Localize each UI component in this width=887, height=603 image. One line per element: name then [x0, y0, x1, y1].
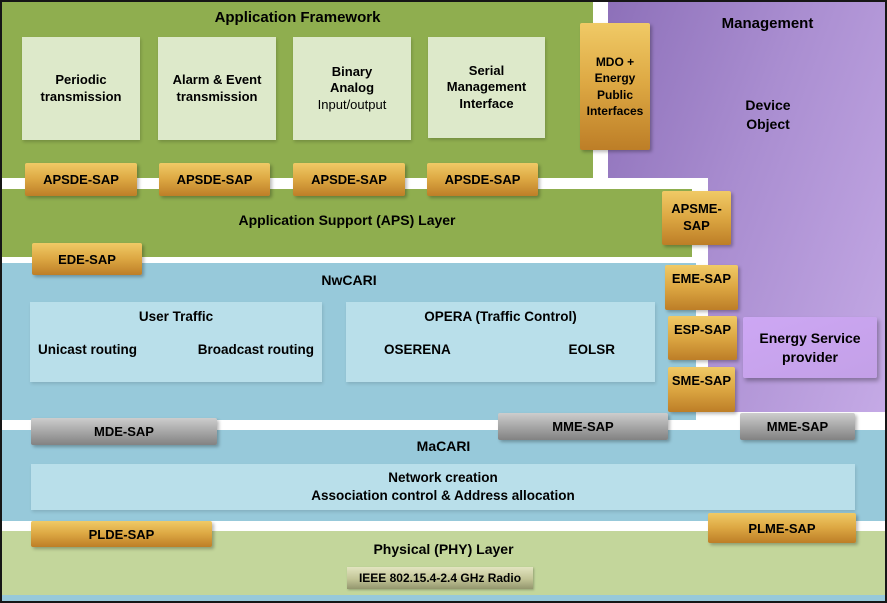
- management-title: Management: [721, 15, 814, 32]
- module-binary-analog-io: Binary Analog Input/output: [293, 37, 411, 140]
- user-traffic-box: User Traffic Unicast routing Broadcast r…: [30, 302, 322, 382]
- mde-sap-box: MDE-SAP: [31, 418, 217, 445]
- plde-sap-box: PLDE-SAP: [31, 521, 212, 547]
- device-object-label: Device Object: [745, 97, 791, 132]
- mdo-energy-public-interfaces-box: MDO + Energy Public Interfaces: [580, 23, 650, 150]
- broadcast-routing-label: Broadcast routing: [197, 342, 314, 357]
- macari-title: MaCARI: [416, 438, 471, 454]
- opera-title: OPERA (Traffic Control): [424, 309, 577, 324]
- user-traffic-title: User Traffic: [138, 309, 214, 324]
- module-binary-analog-label: Binary Analog: [329, 64, 375, 96]
- energy-service-provider-box: Energy Service provider: [743, 317, 877, 378]
- network-creation-box: Network creation Association control & A…: [31, 464, 855, 510]
- apsde-sap-box-3: APSDE-SAP: [293, 163, 405, 196]
- module-serial-management-interface: Serial Management Interface: [428, 37, 545, 138]
- opera-items: OSERENA EOLSR: [384, 342, 615, 357]
- plme-sap-box: PLME-SAP: [708, 513, 856, 543]
- apsde-sap-box-2: APSDE-SAP: [159, 163, 270, 196]
- oserena-label: OSERENA: [384, 342, 451, 357]
- user-traffic-items: Unicast routing Broadcast routing: [38, 342, 314, 357]
- application-framework-title: Application Framework: [214, 9, 381, 26]
- ede-sap-box: EDE-SAP: [32, 243, 142, 275]
- opera-box: OPERA (Traffic Control) OSERENA EOLSR: [346, 302, 655, 382]
- eolsr-label: EOLSR: [568, 342, 615, 357]
- module-alarm-event-transmission: Alarm & Event transmission: [158, 37, 276, 140]
- phy-layer-title: Physical (PHY) Layer: [373, 541, 514, 557]
- mme-sap-box-right: MME-SAP: [740, 413, 855, 440]
- nwcari-title: NwCARI: [321, 272, 377, 288]
- mme-sap-box-left: MME-SAP: [498, 413, 668, 440]
- esp-sap-box: ESP-SAP: [668, 316, 737, 360]
- apsme-sap-box: APSME- SAP: [662, 191, 731, 245]
- module-input-output-label: Input/output: [317, 96, 387, 112]
- unicast-routing-label: Unicast routing: [38, 342, 138, 357]
- ieee-radio-box: IEEE 802.15.4-2.4 GHz Radio: [347, 567, 533, 589]
- sme-sap-box: SME-SAP: [668, 367, 735, 412]
- eme-sap-box: EME-SAP: [665, 265, 738, 310]
- aps-layer-title: Application Support (APS) Layer: [238, 212, 456, 228]
- module-periodic-transmission: Periodic transmission: [22, 37, 140, 140]
- bottom-blue-strip: [2, 595, 885, 601]
- apsde-sap-box-4: APSDE-SAP: [427, 163, 538, 196]
- apsde-sap-box-1: APSDE-SAP: [25, 163, 137, 196]
